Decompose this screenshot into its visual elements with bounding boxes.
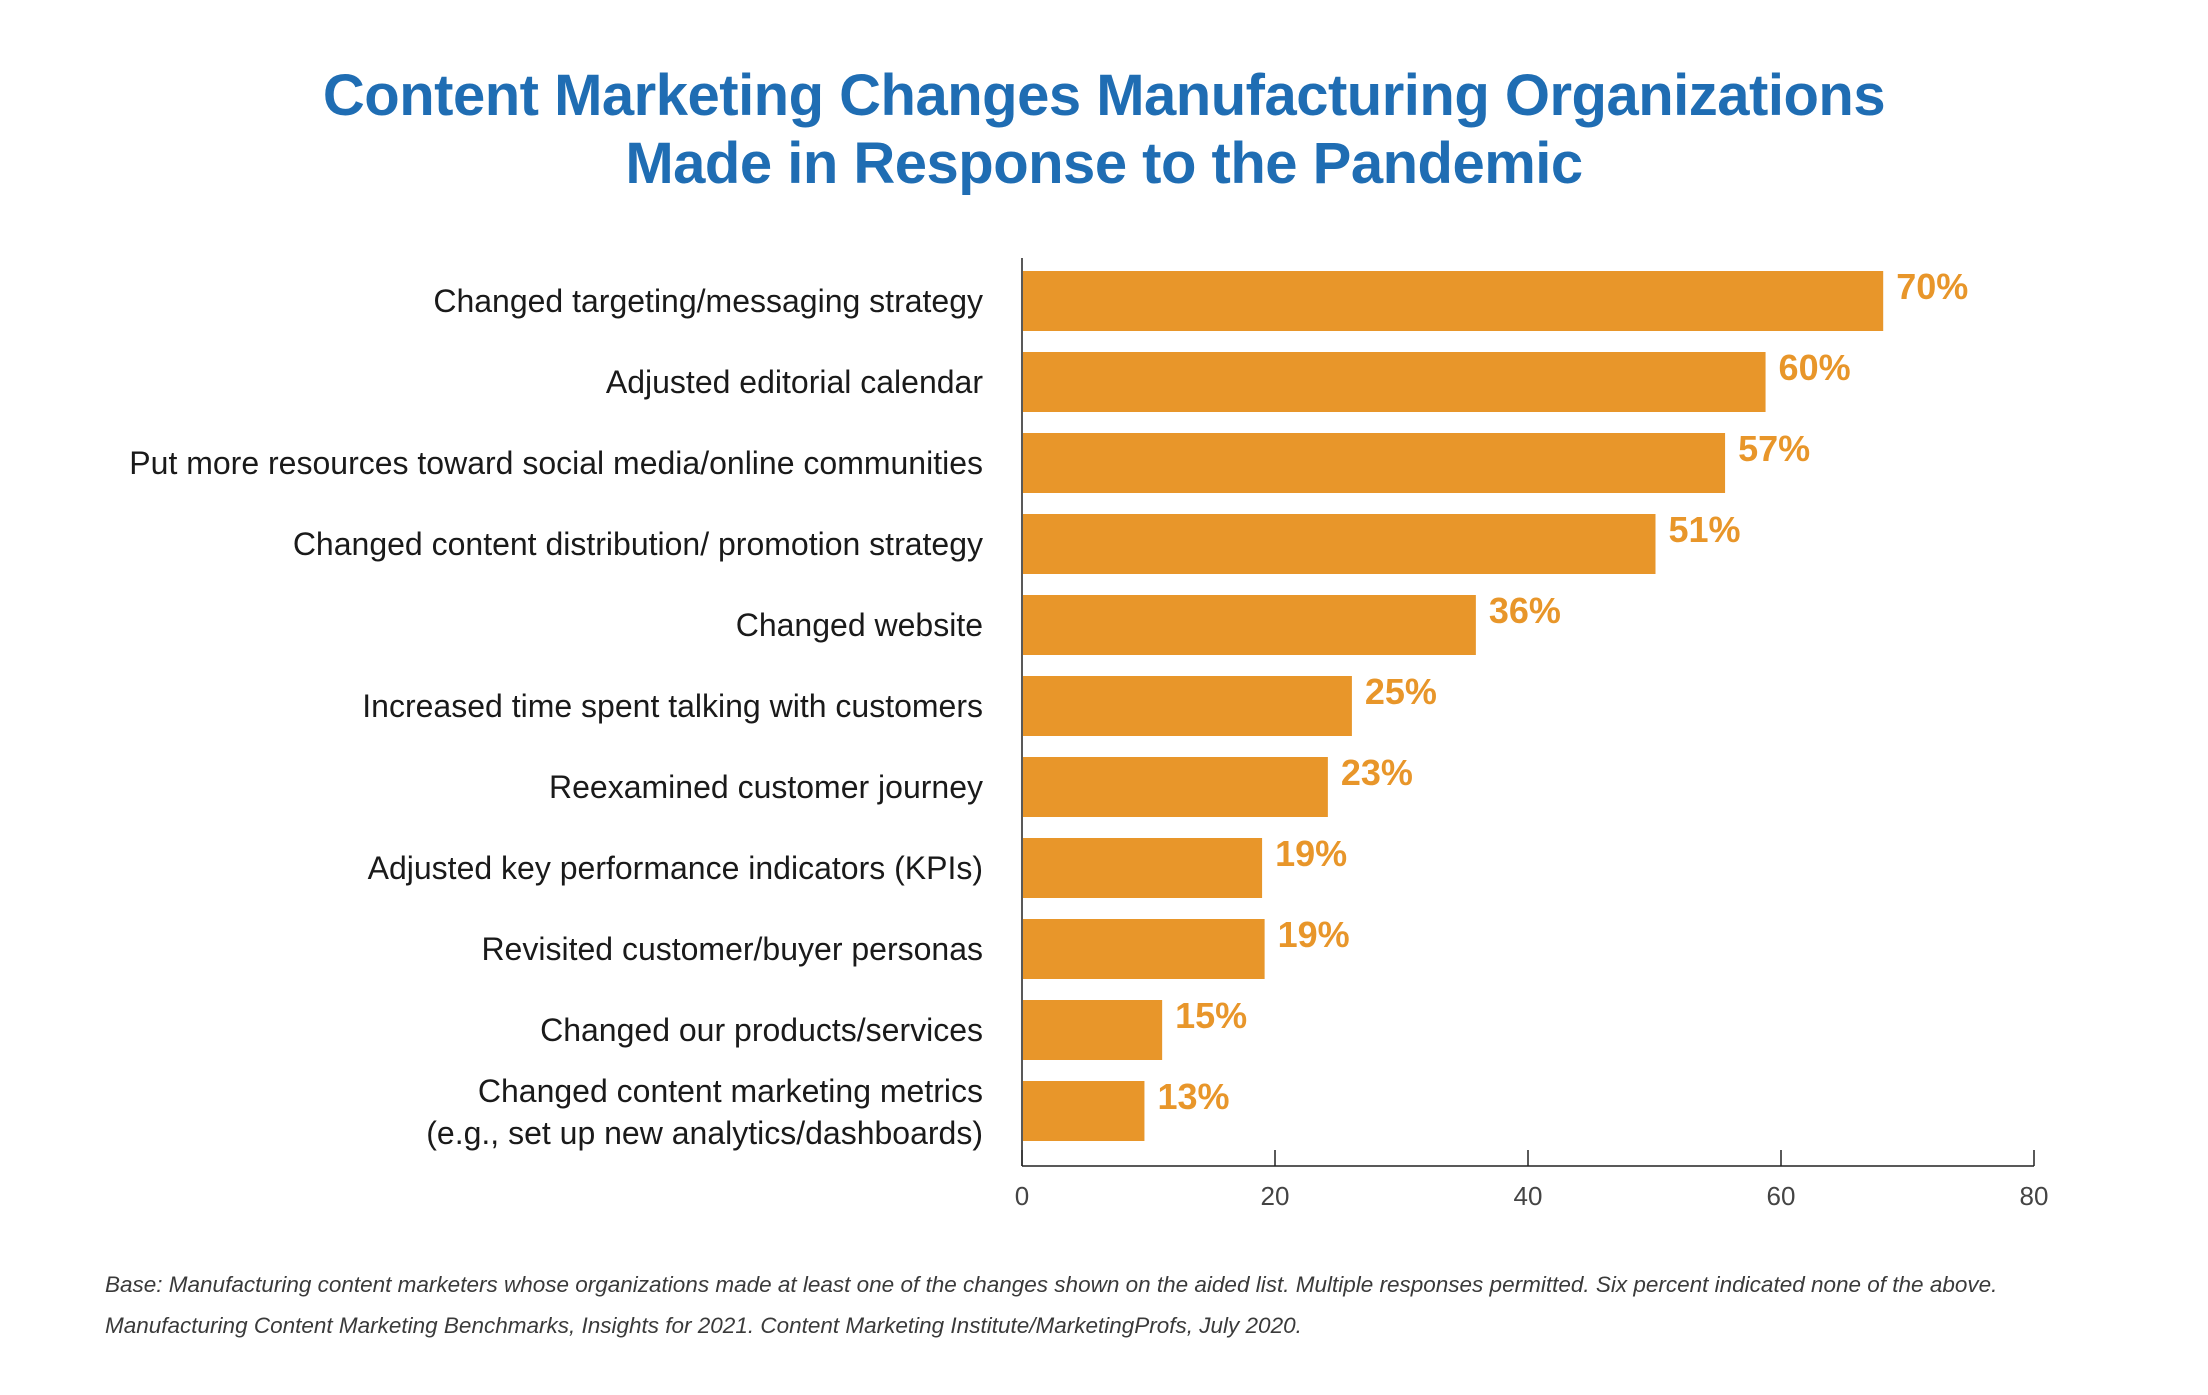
data-label: 15% bbox=[1175, 995, 1247, 1036]
category-label: Put more resources toward social media/o… bbox=[129, 445, 983, 481]
bar bbox=[1023, 1081, 1145, 1141]
category-label: Adjusted editorial calendar bbox=[606, 364, 983, 400]
x-tick-label: 20 bbox=[1261, 1181, 1290, 1211]
bar bbox=[1023, 919, 1265, 979]
chart-title-line-1: Content Marketing Changes Manufacturing … bbox=[322, 63, 1886, 128]
category-label: Reexamined customer journey bbox=[549, 769, 983, 805]
bar bbox=[1023, 433, 1726, 493]
data-label: 60% bbox=[1779, 347, 1851, 388]
data-label: 51% bbox=[1669, 509, 1741, 550]
x-tick-label: 40 bbox=[1514, 1181, 1543, 1211]
data-label: 19% bbox=[1278, 914, 1350, 955]
footnote-base: Base: Manufacturing content marketers wh… bbox=[105, 1272, 1998, 1297]
data-label: 13% bbox=[1157, 1076, 1229, 1117]
category-label: Increased time spent talking with custom… bbox=[362, 688, 983, 724]
data-label: 19% bbox=[1275, 833, 1347, 874]
bar bbox=[1023, 676, 1352, 736]
category-label: Adjusted key performance indicators (KPI… bbox=[368, 850, 983, 886]
category-label: Changed content distribution/ promotion … bbox=[293, 526, 983, 562]
bar bbox=[1023, 514, 1656, 574]
data-label: 23% bbox=[1341, 752, 1413, 793]
bar bbox=[1023, 838, 1263, 898]
category-label: Changed content marketing metrics (e.g., … bbox=[426, 1073, 983, 1151]
data-label: 25% bbox=[1365, 671, 1437, 712]
bar bbox=[1023, 352, 1766, 412]
bar bbox=[1023, 1000, 1163, 1060]
bar bbox=[1023, 595, 1476, 655]
data-label: 36% bbox=[1489, 590, 1561, 631]
x-tick-label: 80 bbox=[2020, 1181, 2049, 1211]
category-label: Revisited customer/buyer personas bbox=[481, 931, 983, 967]
category-label: Changed website bbox=[736, 607, 983, 643]
data-label: 57% bbox=[1738, 428, 1810, 469]
category-label: Changed our products/services bbox=[540, 1012, 983, 1048]
x-tick-label: 0 bbox=[1015, 1181, 1029, 1211]
x-tick-label: 60 bbox=[1767, 1181, 1796, 1211]
bar bbox=[1023, 757, 1328, 817]
bar bbox=[1023, 271, 1884, 331]
category-label: Changed targeting/messaging strategy bbox=[433, 283, 983, 319]
chart-title: Content Marketing Changes Manufacturing … bbox=[0, 62, 2208, 198]
footnote-source: Manufacturing Content Marketing Benchmar… bbox=[105, 1313, 1302, 1338]
bar-chart: 0 20 40 60 80 Changed targeting/messaging str… bbox=[129, 258, 2049, 1211]
data-label: 70% bbox=[1896, 266, 1968, 307]
chart-title-line-2: Made in Response to the Pandemic bbox=[625, 131, 1583, 196]
